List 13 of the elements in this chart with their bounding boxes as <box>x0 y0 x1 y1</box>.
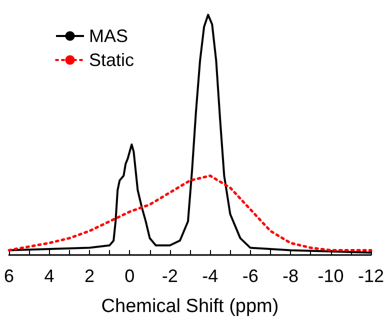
x-tick-label: -8 <box>282 266 299 286</box>
x-tick-label: -4 <box>202 266 218 286</box>
x-tick-label: 2 <box>84 266 94 286</box>
x-tick-label: -10 <box>318 266 344 286</box>
x-tick-label: 0 <box>124 266 135 286</box>
legend-label: MAS <box>89 26 128 46</box>
legend-label: Static <box>89 50 134 70</box>
x-tick-label: -6 <box>242 266 258 286</box>
x-tick-label: 4 <box>44 266 54 286</box>
x-tick-label: -12 <box>358 266 384 286</box>
x-tick-label: -2 <box>162 266 178 286</box>
x-tick-label: 6 <box>4 266 14 286</box>
x-axis-title: Chemical Shift (ppm) <box>101 296 279 317</box>
